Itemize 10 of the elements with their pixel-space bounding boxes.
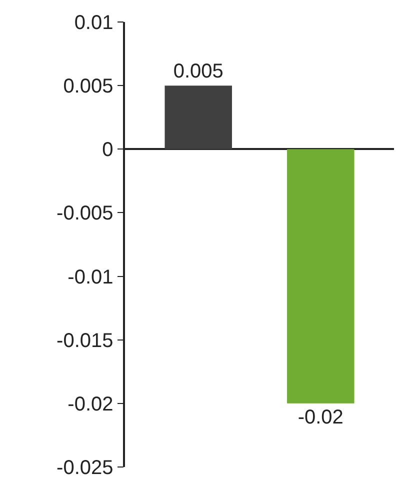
- y-tick-label: -0.01: [68, 266, 114, 288]
- y-tick-label: -0.025: [56, 457, 114, 479]
- y-tick-label: 0.01: [74, 12, 114, 34]
- data-label: 0.005: [173, 60, 224, 83]
- y-tick-label: -0.015: [56, 330, 114, 352]
- y-tick-label: -0.02: [68, 393, 114, 416]
- y-tick-label: 0: [102, 139, 114, 162]
- y-tick-label: -0.005: [56, 202, 114, 225]
- data-label: -0.02: [298, 406, 344, 428]
- y-tick-label: 0.005: [63, 76, 114, 98]
